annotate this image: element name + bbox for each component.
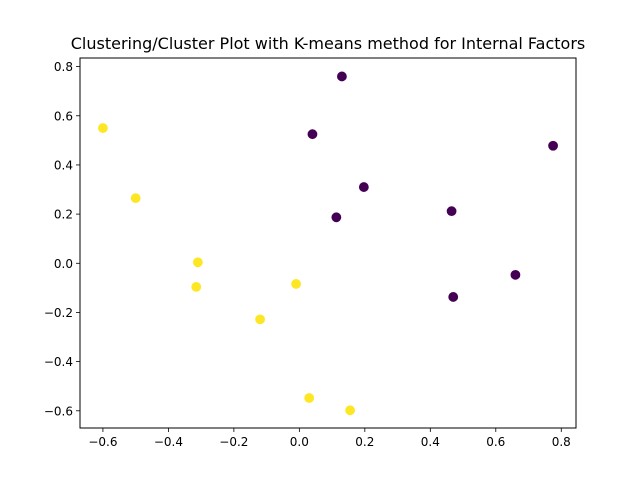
x-tick-label: −0.6 <box>88 435 117 449</box>
x-tick-label: 0.8 <box>552 435 571 449</box>
data-point <box>446 206 457 217</box>
chart-title: Clustering/Cluster Plot with K-means met… <box>71 34 585 53</box>
data-point <box>510 269 521 280</box>
plot-frame <box>79 57 577 429</box>
data-point <box>448 292 459 302</box>
x-tick-label: −0.2 <box>219 435 248 449</box>
data-point <box>192 257 203 268</box>
data-point <box>255 314 265 325</box>
y-tick-label: 0.4 <box>54 158 73 172</box>
data-point <box>304 393 315 403</box>
data-point <box>130 193 141 204</box>
y-tick-label: 0.2 <box>54 208 73 222</box>
data-point <box>191 281 202 292</box>
data-point <box>331 212 342 223</box>
y-tick-label: −0.4 <box>44 355 73 369</box>
data-point <box>358 182 369 192</box>
x-tick-label: 0.6 <box>486 435 505 449</box>
data-point <box>98 123 108 133</box>
data-point <box>345 405 356 416</box>
data-point <box>307 129 318 140</box>
y-axis: −0.6 −0.4 −0.2 0.0 0.2 0.4 0.6 0.8 <box>44 60 80 418</box>
data-point <box>291 279 301 289</box>
x-axis: −0.6 −0.4 −0.2 0.0 0.2 0.4 0.6 0.8 <box>88 428 571 449</box>
x-tick-label: −0.4 <box>154 435 183 449</box>
x-tick-label: 0.4 <box>421 435 440 449</box>
data-point <box>337 71 347 82</box>
points-layer <box>98 71 558 416</box>
y-tick-label: −0.2 <box>44 306 73 320</box>
y-tick-label: 0.6 <box>54 109 73 123</box>
y-tick-label: 0.8 <box>54 60 73 74</box>
y-tick-label: 0.0 <box>54 257 73 271</box>
x-tick-label: 0.0 <box>290 435 309 449</box>
data-point <box>548 140 558 151</box>
y-tick-label: −0.6 <box>44 404 73 418</box>
x-tick-label: 0.2 <box>355 435 374 449</box>
